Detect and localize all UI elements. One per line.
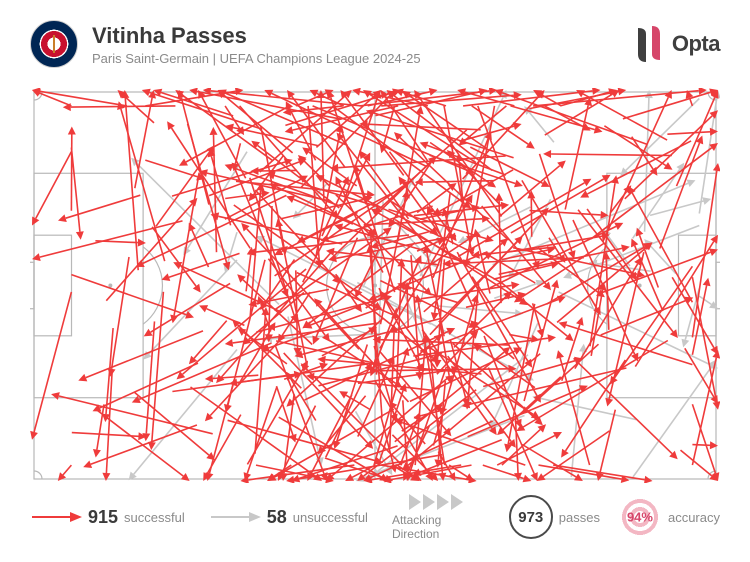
legend-successful-label: successful xyxy=(124,510,185,525)
stat-passes-value: 973 xyxy=(509,495,553,539)
opta-wordmark: Opta xyxy=(672,31,720,57)
attacking-direction-chevrons-icon xyxy=(409,494,463,510)
attacking-direction-label: Attacking Direction xyxy=(392,513,481,541)
legend-unsuccessful-value: 58 xyxy=(267,507,287,528)
header: Vitinha Passes Paris Saint-Germain | UEF… xyxy=(30,20,421,68)
stat-accuracy: 94% accuracy xyxy=(618,495,720,539)
stat-passes-label: passes xyxy=(559,510,600,525)
title-block: Vitinha Passes Paris Saint-Germain | UEF… xyxy=(92,23,421,66)
stat-accuracy-label: accuracy xyxy=(668,510,720,525)
opta-logo: Opta xyxy=(632,24,720,64)
pass-arrows xyxy=(30,88,720,483)
chart-title: Vitinha Passes xyxy=(92,23,421,49)
opta-mark-icon xyxy=(632,24,666,64)
legend-successful-value: 915 xyxy=(88,507,118,528)
legend: 915 successful 58 unsuccessful Attacking… xyxy=(30,492,720,542)
accuracy-target-icon: 94% xyxy=(618,495,662,539)
stat-passes: 973 passes xyxy=(509,495,600,539)
legend-unsuccessful: 58 unsuccessful xyxy=(209,507,368,528)
legend-successful: 915 successful xyxy=(30,507,185,528)
stat-accuracy-value: 94% xyxy=(627,510,653,525)
legend-unsuccessful-arrow-icon xyxy=(209,510,261,524)
legend-unsuccessful-label: unsuccessful xyxy=(293,510,368,525)
psg-badge-icon xyxy=(30,20,78,68)
attacking-direction: Attacking Direction xyxy=(392,494,481,541)
chart-subtitle: Paris Saint-Germain | UEFA Champions Lea… xyxy=(92,51,421,66)
pitch-chart xyxy=(30,88,720,483)
legend-successful-arrow-icon xyxy=(30,510,82,524)
